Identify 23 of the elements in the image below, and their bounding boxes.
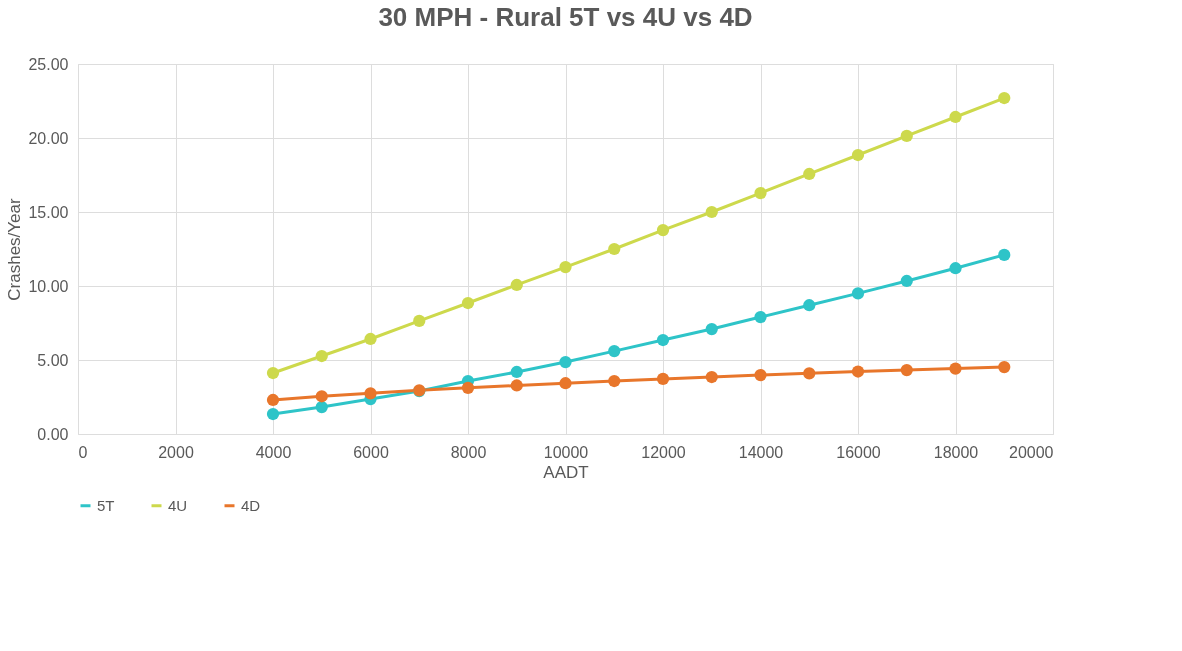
y-axis-title: Crashes/Year [5, 197, 25, 301]
x-tick-label: 0 [78, 443, 88, 461]
legend-label: 4D [241, 496, 261, 514]
legend-label: 4U [168, 496, 188, 514]
y-tick-label: 0.00 [37, 425, 69, 443]
y-tick-label: 5.00 [37, 351, 69, 369]
x-tick-label: 20000 [1009, 443, 1054, 461]
legend-label: 5T [97, 496, 115, 514]
x-tick-label: 12000 [641, 443, 686, 461]
x-tick-label: 16000 [836, 443, 881, 461]
x-tick-label: 18000 [933, 443, 979, 461]
chart-title: 30 MPH - Rural 5T vs 4U vs 4D [378, 2, 753, 32]
y-tick-label: 10.00 [28, 277, 69, 295]
y-tick-label: 15.00 [28, 203, 69, 221]
x-tick-label: 4000 [255, 443, 292, 461]
x-tick-label: 8000 [450, 443, 487, 461]
x-axis-title: AADT [543, 462, 589, 482]
x-tick-label: 6000 [353, 443, 389, 461]
y-tick-label: 25.00 [28, 55, 69, 73]
y-tick-label: 20.00 [28, 129, 69, 147]
x-tick-label: 10000 [543, 443, 589, 461]
x-tick-label: 14000 [738, 443, 784, 461]
x-tick-label: 2000 [158, 443, 194, 461]
